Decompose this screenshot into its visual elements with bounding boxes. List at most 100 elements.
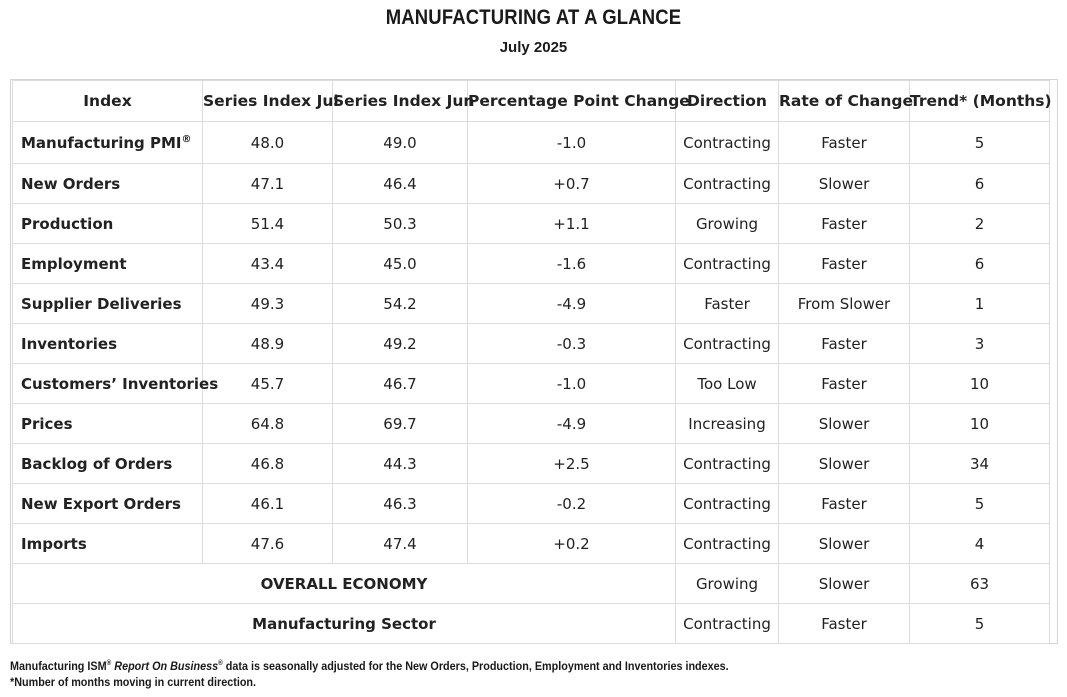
rate-of-change: Slower bbox=[778, 523, 910, 564]
trend-months: 6 bbox=[909, 243, 1050, 284]
table-row: Supplier Deliveries 49.3 54.2 -4.9 Faste… bbox=[12, 283, 1050, 324]
column-header-pp-change: Percentage Point Change bbox=[467, 80, 690, 122]
series-jul: 45.7 bbox=[202, 363, 333, 404]
series-jul: 46.1 bbox=[202, 483, 333, 524]
table-row: Customers’ Inventories 45.7 46.7 -1.0 To… bbox=[12, 363, 1050, 404]
series-jun: 46.7 bbox=[332, 363, 468, 404]
direction: Contracting bbox=[675, 121, 779, 164]
index-name: Backlog of Orders bbox=[12, 443, 203, 484]
index-name: New Orders bbox=[12, 163, 203, 204]
index-name: Prices bbox=[12, 403, 203, 444]
series-jul: 64.8 bbox=[202, 403, 333, 444]
table-row: Production 51.4 50.3 +1.1 Growing Faster… bbox=[12, 203, 1050, 244]
pp-change: +0.7 bbox=[467, 163, 676, 204]
series-jul: 43.4 bbox=[202, 243, 333, 284]
summary-label: OVERALL ECONOMY bbox=[12, 563, 676, 604]
table-row: Employment 43.4 45.0 -1.6 Contracting Fa… bbox=[12, 243, 1050, 284]
trend-months: 10 bbox=[909, 403, 1050, 444]
page-title: MANUFACTURING AT A GLANCE bbox=[385, 6, 682, 29]
trend-months: 5 bbox=[909, 603, 1050, 644]
trend-months: 2 bbox=[909, 203, 1050, 244]
rate-of-change: Slower bbox=[778, 403, 910, 444]
column-header-series-jun: Series Index Jun bbox=[332, 80, 474, 122]
pp-change: +0.2 bbox=[467, 523, 676, 564]
direction: Contracting bbox=[675, 523, 779, 564]
pp-change: +2.5 bbox=[467, 443, 676, 484]
rate-of-change: Faster bbox=[778, 363, 910, 404]
column-header-index: Index bbox=[12, 80, 203, 122]
trend-months: 5 bbox=[909, 483, 1050, 524]
column-header-rate: Rate of Change bbox=[778, 80, 913, 122]
rate-of-change: Slower bbox=[778, 163, 910, 204]
trend-months: 5 bbox=[909, 121, 1050, 164]
trend-months: 6 bbox=[909, 163, 1050, 204]
rate-of-change: Faster bbox=[778, 603, 910, 644]
pp-change: -4.9 bbox=[467, 403, 676, 444]
rate-of-change: Faster bbox=[778, 483, 910, 524]
direction: Contracting bbox=[675, 483, 779, 524]
trend-months: 1 bbox=[909, 283, 1050, 324]
trend-months: 34 bbox=[909, 443, 1050, 484]
pp-change: -1.0 bbox=[467, 363, 676, 404]
series-jul: 51.4 bbox=[202, 203, 333, 244]
pp-change: -0.2 bbox=[467, 483, 676, 524]
direction: Growing bbox=[675, 203, 779, 244]
summary-label: Manufacturing Sector bbox=[12, 603, 676, 644]
page-subtitle: July 2025 bbox=[499, 39, 568, 56]
pp-change: +1.1 bbox=[467, 203, 676, 244]
rate-of-change: Faster bbox=[778, 323, 910, 364]
table-row: New Orders 47.1 46.4 +0.7 Contracting Sl… bbox=[12, 163, 1050, 204]
rate-of-change: Slower bbox=[778, 563, 910, 604]
table-frame bbox=[10, 79, 1058, 644]
direction: Contracting bbox=[675, 603, 779, 644]
rate-of-change: Faster bbox=[778, 203, 910, 244]
rate-of-change: Faster bbox=[778, 121, 910, 164]
index-name: Employment bbox=[12, 243, 203, 284]
direction: Growing bbox=[675, 563, 779, 604]
direction: Contracting bbox=[675, 163, 779, 204]
trend-months: 63 bbox=[909, 563, 1050, 604]
series-jul: 48.0 bbox=[202, 121, 333, 164]
pp-change: -1.6 bbox=[467, 243, 676, 284]
table-row: Inventories 48.9 49.2 -0.3 Contracting F… bbox=[12, 323, 1050, 364]
direction: Too Low bbox=[675, 363, 779, 404]
index-name: Imports bbox=[12, 523, 203, 564]
footnote-trend: *Number of months moving in current dire… bbox=[10, 675, 257, 689]
series-jun: 45.0 bbox=[332, 243, 468, 284]
trend-months: 3 bbox=[909, 323, 1050, 364]
rate-of-change: From Slower bbox=[778, 283, 910, 324]
index-name: Supplier Deliveries bbox=[12, 283, 203, 324]
direction: Contracting bbox=[675, 443, 779, 484]
trend-months: 10 bbox=[909, 363, 1050, 404]
rate-of-change: Slower bbox=[778, 443, 910, 484]
series-jul: 47.1 bbox=[202, 163, 333, 204]
table-row: Manufacturing PMI® 48.0 49.0 -1.0 Contra… bbox=[12, 121, 1050, 164]
index-name: Inventories bbox=[12, 323, 203, 364]
series-jun: 49.2 bbox=[332, 323, 468, 364]
summary-row: Manufacturing Sector Contracting Faster … bbox=[12, 603, 1050, 644]
series-jun: 46.3 bbox=[332, 483, 468, 524]
series-jun: 44.3 bbox=[332, 443, 468, 484]
footnote-seasonal: Manufacturing ISM® Report On Business® d… bbox=[10, 659, 729, 673]
series-jul: 47.6 bbox=[202, 523, 333, 564]
series-jun: 47.4 bbox=[332, 523, 468, 564]
table-row: New Export Orders 46.1 46.3 -0.2 Contrac… bbox=[12, 483, 1050, 524]
column-header-series-jul: Series Index Jul bbox=[202, 80, 339, 122]
index-name: Customers’ Inventories bbox=[12, 363, 218, 404]
index-name: Production bbox=[12, 203, 203, 244]
direction: Contracting bbox=[675, 243, 779, 284]
series-jul: 49.3 bbox=[202, 283, 333, 324]
direction: Faster bbox=[675, 283, 779, 324]
registered-mark: ® bbox=[181, 133, 192, 145]
series-jun: 49.0 bbox=[332, 121, 468, 164]
index-name: New Export Orders bbox=[12, 483, 203, 524]
series-jun: 46.4 bbox=[332, 163, 468, 204]
series-jul: 48.9 bbox=[202, 323, 333, 364]
column-header-direction: Direction bbox=[675, 80, 779, 122]
direction: Increasing bbox=[675, 403, 779, 444]
pp-change: -4.9 bbox=[467, 283, 676, 324]
direction: Contracting bbox=[675, 323, 779, 364]
table-header-row: Index Series Index Jul Series Index Jun … bbox=[12, 80, 1052, 122]
table-row: Prices 64.8 69.7 -4.9 Increasing Slower … bbox=[12, 403, 1050, 444]
series-jul: 46.8 bbox=[202, 443, 333, 484]
